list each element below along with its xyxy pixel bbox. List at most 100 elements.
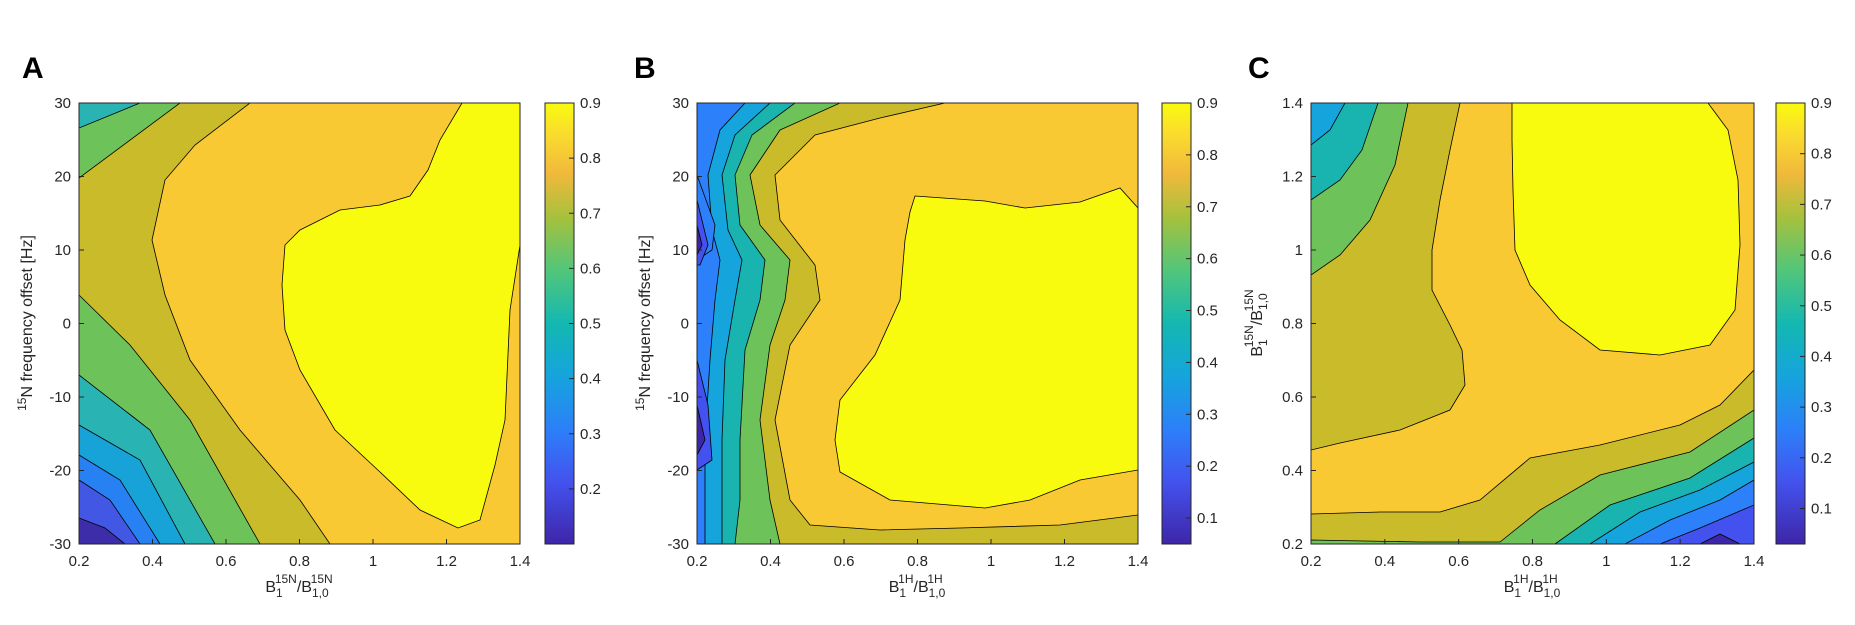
colorbar-b bbox=[1161, 102, 1192, 545]
y-tick-label: 10 bbox=[54, 242, 71, 259]
colorbar-ticks-b: 0.9 0.8 0.7 0.6 0.5 0.4 0.3 0.2 0.1 bbox=[1186, 95, 1218, 527]
colorbar-tick-label: 0.2 bbox=[1811, 450, 1832, 467]
x-tick-label: 1.4 bbox=[1744, 553, 1765, 570]
axes-b: 0.2 0.4 0.6 0.8 1 1.2 1.4 30 20 10 0 -10 -20 -30 bbox=[667, 95, 1148, 570]
colorbar-tick-label: 0.3 bbox=[1197, 406, 1218, 423]
y-tick-label: -10 bbox=[49, 389, 71, 406]
axes-a: 0.2 0.4 0.6 0.8 1 1.2 1.4 30 20 10 0 -10 -20 -30 bbox=[49, 95, 530, 570]
y-tick-label: 0.8 bbox=[1282, 316, 1303, 333]
colorbar-tick-label: 0.5 bbox=[1197, 303, 1218, 320]
panel-letter-c: C bbox=[1248, 52, 1270, 85]
colorbar-tick-label: 0.9 bbox=[580, 95, 601, 112]
colorbar-tick-label: 0.4 bbox=[580, 371, 601, 388]
y-tick-label: 20 bbox=[54, 169, 71, 186]
x-tick-label: 0.8 bbox=[1522, 553, 1543, 570]
colorbar-tick-label: 0.5 bbox=[580, 316, 601, 333]
colorbar-tick-label: 0.8 bbox=[1811, 146, 1832, 163]
contour-level-0.2 bbox=[1659, 504, 1754, 544]
contour-level-0.1 bbox=[79, 517, 126, 544]
y-tick-label: 1.2 bbox=[1282, 169, 1303, 186]
x-tick-label: 0.2 bbox=[1301, 553, 1322, 570]
colorbar-tick-label: 0.3 bbox=[580, 426, 601, 443]
colorbar-tick-label: 0.5 bbox=[1811, 298, 1832, 315]
contour-level-0.9 bbox=[281, 103, 520, 529]
contour-level-0.2 bbox=[697, 199, 713, 471]
x-tick-label: 1.2 bbox=[436, 553, 457, 570]
panel-letter-a: A bbox=[22, 52, 44, 85]
panel-a: A 0.2 0.4 0.6 0.8 1 1.2 1.4 30 20 10 0 -10 -20 -30 bbox=[15, 52, 601, 600]
x-tick-label: 1 bbox=[369, 553, 377, 570]
panel-letter-b: B bbox=[634, 52, 656, 85]
y-tick-label: 0.6 bbox=[1282, 389, 1303, 406]
contour-level-0.6 bbox=[79, 103, 181, 179]
colorbar-tick-label: 0.2 bbox=[580, 481, 601, 498]
contour-level-0.9 bbox=[1511, 103, 1741, 356]
y-tick-label: -20 bbox=[49, 463, 71, 480]
x-tick-label: 1 bbox=[987, 553, 995, 570]
x-tick-label: 0.4 bbox=[142, 553, 163, 570]
y-tick-label: 20 bbox=[672, 169, 689, 186]
xlabel-c: B11H/B1,01H bbox=[1504, 572, 1561, 600]
y-tick-label: 30 bbox=[672, 95, 689, 112]
x-tick-label: 0.2 bbox=[687, 553, 708, 570]
colorbar-tick-label: 0.7 bbox=[1811, 196, 1832, 213]
contour-level-0.1 bbox=[1699, 533, 1741, 544]
y-tick-label: 0.4 bbox=[1282, 463, 1303, 480]
contour-plot-b bbox=[697, 103, 1138, 544]
colorbar-tick-label: 0.7 bbox=[1197, 199, 1218, 216]
colorbar-tick-label: 0.1 bbox=[1197, 510, 1218, 527]
y-tick-label: -10 bbox=[667, 389, 689, 406]
y-tick-label: -30 bbox=[667, 536, 689, 553]
y-tick-label: 0 bbox=[63, 316, 71, 333]
y-tick-label: 10 bbox=[672, 242, 689, 259]
colorbar-tick-label: 0.6 bbox=[1197, 251, 1218, 268]
x-tick-label: 0.8 bbox=[907, 553, 928, 570]
x-tick-label: 0.2 bbox=[69, 553, 90, 570]
ylabel-a: 15N frequency offset [Hz] bbox=[15, 235, 36, 411]
x-tick-label: 0.6 bbox=[216, 553, 237, 570]
x-tick-label: 0.6 bbox=[1448, 553, 1469, 570]
panel-c: C 0.2 0.4 0.6 0.8 1 1. bbox=[1242, 52, 1832, 600]
colorbar-tick-label: 0.4 bbox=[1811, 348, 1832, 365]
colorbar-tick-label: 0.2 bbox=[1197, 458, 1218, 475]
y-tick-label: 30 bbox=[54, 95, 71, 112]
colorbar-tick-label: 0.4 bbox=[1197, 354, 1218, 371]
colorbar-tick-label: 0.9 bbox=[1811, 95, 1832, 112]
x-tick-label: 0.4 bbox=[760, 553, 781, 570]
contour-level-0.4 bbox=[697, 103, 771, 544]
y-tick-label: 1.4 bbox=[1282, 95, 1303, 112]
axes-c: 0.2 0.4 0.6 0.8 1 1.2 1.4 1.4 1.2 1 0.8 0.6 0.4 0.2 bbox=[1282, 95, 1764, 570]
colorbar-c bbox=[1775, 102, 1806, 545]
x-tick-label: 0.8 bbox=[289, 553, 310, 570]
panel-b: B 0.2 0.4 0.6 0.8 1 1.2 1.4 30 20 10 0 -10 -20 -30 bbox=[633, 52, 1218, 600]
ylabel-b: 15N frequency offset [Hz] bbox=[633, 235, 654, 411]
y-tick-label: -20 bbox=[667, 463, 689, 480]
x-tick-label: 1.2 bbox=[1670, 553, 1691, 570]
colorbar-tick-label: 0.6 bbox=[580, 260, 601, 277]
colorbar-tick-label: 0.6 bbox=[1811, 247, 1832, 264]
contour-plot-c bbox=[1311, 103, 1754, 544]
y-tick-label: 0.2 bbox=[1282, 536, 1303, 553]
x-tick-label: 0.4 bbox=[1374, 553, 1395, 570]
colorbar-tick-label: 0.3 bbox=[1811, 399, 1832, 416]
x-tick-label: 1.2 bbox=[1054, 553, 1075, 570]
colorbar-tick-label: 0.9 bbox=[1197, 95, 1218, 112]
colorbar-tick-label: 0.7 bbox=[580, 205, 601, 222]
x-tick-label: 1.4 bbox=[510, 553, 531, 570]
x-tick-label: 1 bbox=[1602, 553, 1610, 570]
x-tick-label: 0.6 bbox=[834, 553, 855, 570]
ylabel-c: B115N/B1,015N bbox=[1242, 289, 1270, 356]
contour-plot-a bbox=[79, 103, 520, 544]
colorbar-tick-label: 0.8 bbox=[580, 150, 601, 167]
y-tick-label: 1 bbox=[1295, 242, 1303, 259]
y-tick-label: 0 bbox=[681, 316, 689, 333]
colorbar-tick-label: 0.1 bbox=[1811, 501, 1832, 518]
contour-level-0.4 bbox=[1311, 103, 1346, 146]
xlabel-b: B11H/B1,01H bbox=[889, 572, 946, 600]
colorbar-ticks-c: 0.9 0.8 0.7 0.6 0.5 0.4 0.3 0.2 0.1 bbox=[1800, 95, 1832, 518]
xlabel-a: B115N/B1,015N bbox=[265, 572, 332, 600]
colorbar-tick-label: 0.8 bbox=[1197, 147, 1218, 164]
colorbar-ticks-a: 0.9 0.8 0.7 0.6 0.5 0.4 0.3 0.2 bbox=[569, 95, 601, 498]
x-tick-label: 1.4 bbox=[1128, 553, 1149, 570]
